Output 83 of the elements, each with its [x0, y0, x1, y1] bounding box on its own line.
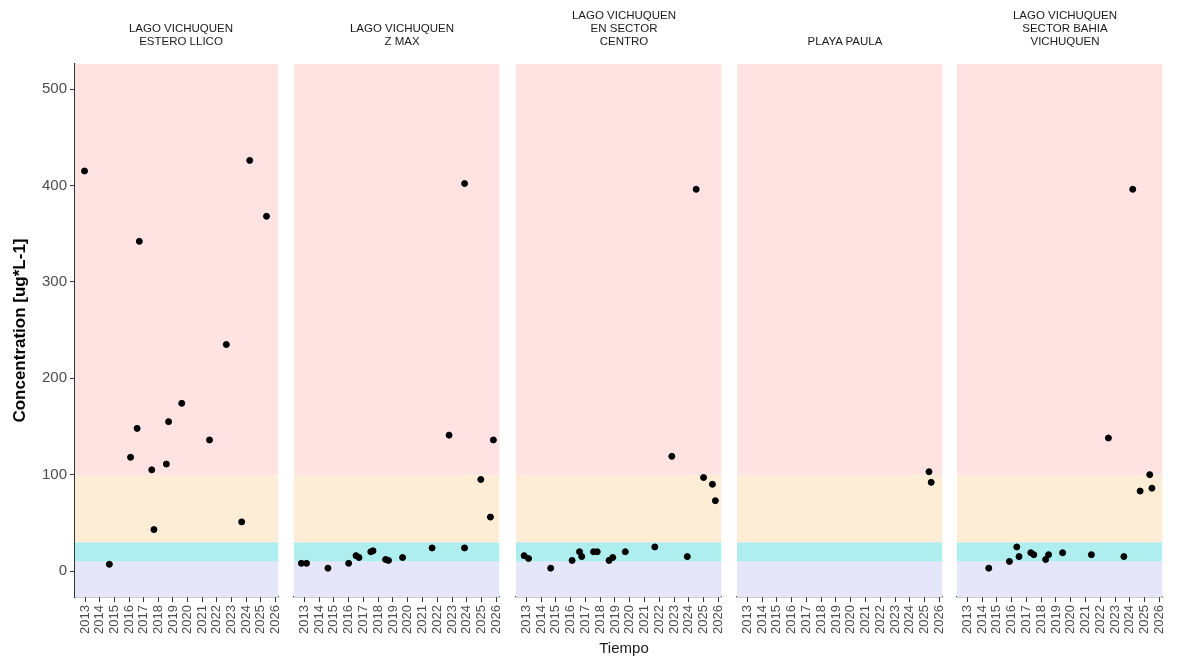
x-tick-label: 2018 [1032, 605, 1048, 634]
x-tick-label: 2017 [354, 605, 370, 634]
x-tick-label: 2018 [812, 605, 828, 634]
x-tick-label: 2025 [695, 605, 711, 634]
x-tick-label: 2024 [680, 605, 696, 634]
x-tick-label: 2022 [208, 605, 224, 634]
x-tick-label: 2019 [164, 605, 180, 634]
x-tick-label: 2026 [709, 605, 725, 634]
chart-title: PLAYA PAULA [807, 35, 883, 48]
x-tick-label: 2020 [179, 605, 195, 634]
x-tick-label: 2021 [1077, 605, 1093, 634]
x-tick-label: 2019 [606, 605, 622, 634]
x-tick-label: 2014 [532, 605, 548, 634]
y-tick-label: 200 [41, 368, 67, 386]
x-tick-label: 2014 [310, 605, 326, 634]
x-tick-label: 2018 [591, 605, 607, 634]
x-tick-label: 2025 [473, 605, 489, 634]
x-tick-label: 2014 [91, 605, 107, 634]
x-tick-label: 2018 [369, 605, 385, 634]
y-tick-label: 500 [41, 79, 67, 97]
x-tick-label: 2026 [487, 605, 503, 634]
x-tick-label: 2023 [886, 605, 902, 634]
x-tick-label: 2017 [797, 605, 813, 634]
x-tick-label: 2024 [1121, 605, 1137, 634]
y-axis-title: Concentration [ug*L-1] [9, 238, 29, 423]
x-tick-label: 2013 [958, 605, 974, 634]
x-tick-label: 2021 [636, 605, 652, 634]
x-tick-label: 2026 [1150, 605, 1166, 634]
y-tick-label: 400 [41, 175, 67, 193]
x-tick-label: 2023 [223, 605, 239, 634]
x-tick-label: 2017 [576, 605, 592, 634]
x-tick-label: 2015 [325, 605, 341, 634]
x-tick-label: 2023 [443, 605, 459, 634]
x-tick-label: 2019 [384, 605, 400, 634]
x-tick-label: 2015 [988, 605, 1004, 634]
x-tick-label: 2020 [842, 605, 858, 634]
x-tick-label: 2026 [266, 605, 282, 634]
x-axis-title: Tiempo [598, 639, 650, 656]
x-tick-label: 2015 [106, 605, 122, 634]
x-tick-label: 2024 [458, 605, 474, 634]
x-tick-label: 2017 [1017, 605, 1033, 634]
x-tick-label: 2023 [1106, 605, 1122, 634]
x-tick-label: 2013 [738, 605, 754, 634]
y-tick-label: 100 [41, 464, 67, 482]
x-tick-label: 2017 [135, 605, 151, 634]
y-tick-label: 0 [58, 561, 67, 579]
x-tick-label: 2025 [1136, 605, 1152, 634]
x-tick-label: 2020 [399, 605, 415, 634]
x-tick-label: 2025 [252, 605, 268, 634]
x-tick-label: 2016 [562, 605, 578, 634]
x-tick-label: 2015 [768, 605, 784, 634]
x-tick-label: 2016 [340, 605, 356, 634]
x-tick-label: 2021 [414, 605, 430, 634]
x-tick-label: 2014 [753, 605, 769, 634]
x-tick-label: 2020 [621, 605, 637, 634]
x-tick-label: 2022 [871, 605, 887, 634]
x-tick-label: 2014 [973, 605, 989, 634]
chart-title: LAGO VICHUQUEN SECTOR BAHIA VICHUQUEN [1012, 9, 1118, 48]
x-tick-label: 2013 [295, 605, 311, 634]
x-tick-label: 2024 [237, 605, 253, 634]
x-tick-label: 2025 [916, 605, 932, 634]
x-tick-label: 2020 [1062, 605, 1078, 634]
x-tick-label: 2019 [827, 605, 843, 634]
x-tick-label: 2013 [76, 605, 92, 634]
x-tick-label: 2013 [517, 605, 533, 634]
x-tick-label: 2023 [665, 605, 681, 634]
x-tick-label: 2016 [783, 605, 799, 634]
y-tick-label: 300 [41, 272, 67, 289]
x-tick-label: 2018 [149, 605, 165, 634]
x-tick-label: 2022 [428, 605, 444, 634]
x-tick-label: 2022 [650, 605, 666, 634]
x-tick-label: 2016 [1003, 605, 1019, 634]
x-tick-label: 2019 [1047, 605, 1063, 634]
x-tick-label: 2022 [1091, 605, 1107, 634]
x-tick-label: 2021 [193, 605, 209, 634]
x-tick-label: 2026 [930, 605, 946, 634]
chart-title: LAGO VICHUQUEN ESTERO LLICO [128, 22, 234, 48]
x-tick-label: 2021 [857, 605, 873, 634]
chart-title: LAGO VICHUQUEN Z MAX [349, 22, 455, 48]
chart-title: LAGO VICHUQUEN EN SECTOR CENTRO [571, 9, 677, 48]
x-tick-label: 2015 [547, 605, 563, 634]
x-tick-label: 2016 [120, 605, 136, 634]
x-tick-label: 2024 [901, 605, 917, 634]
